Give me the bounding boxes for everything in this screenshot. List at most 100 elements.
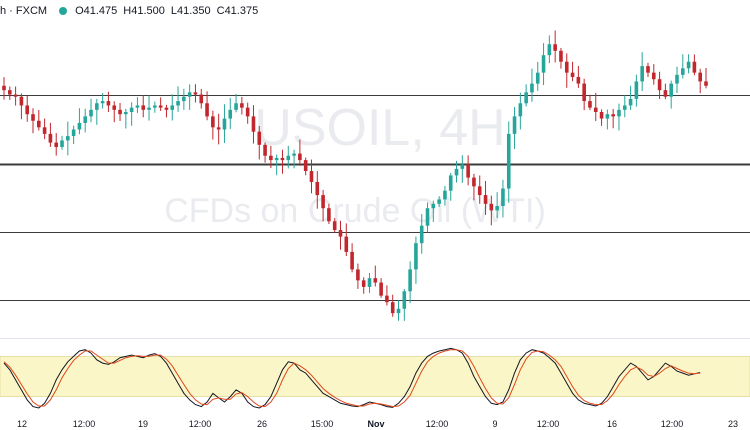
candle (164, 104, 169, 118)
candle-body (263, 144, 267, 156)
candle-body (506, 133, 511, 189)
candle (385, 285, 389, 306)
candle-body (402, 291, 407, 309)
candle (402, 288, 407, 321)
candle-body (106, 101, 111, 106)
candle-body (222, 118, 227, 130)
candle-body (321, 195, 325, 209)
time-axis: 12 12:00 19 12:00 26 15:00 Nov 12:00 9 12:00 16 12:… (17, 419, 738, 429)
candle-body (634, 81, 639, 99)
x-tick-label: 12:00 (189, 419, 212, 429)
candle-body (176, 101, 180, 106)
candle (570, 61, 575, 82)
candle-body (269, 155, 273, 161)
candle-body (124, 112, 128, 115)
stochastic-pane (0, 338, 750, 409)
candle (437, 196, 441, 207)
candle (704, 68, 708, 89)
candle-body (669, 83, 673, 97)
candle (60, 135, 64, 150)
candle (89, 98, 93, 123)
candle (466, 155, 470, 186)
candle-body (437, 199, 441, 204)
candle (42, 118, 47, 140)
candle (257, 125, 262, 160)
candle (182, 88, 186, 110)
candle (367, 272, 372, 293)
candle (2, 77, 6, 100)
candle-body (495, 206, 499, 211)
candle (443, 186, 447, 206)
candle (460, 155, 465, 183)
candle-body (588, 101, 592, 108)
candle (390, 294, 395, 317)
ohlc-low: L41.350 (170, 5, 211, 17)
candle (222, 104, 227, 143)
candle (419, 214, 424, 254)
candle-body (675, 74, 679, 84)
candle (669, 80, 673, 109)
candle-body (379, 282, 383, 296)
candle (646, 62, 650, 77)
candle-body (13, 94, 18, 97)
candle-body (298, 153, 302, 161)
x-tick-label: 16 (607, 419, 617, 429)
candle-body (593, 107, 598, 113)
candle-body (570, 72, 575, 78)
candle (153, 101, 157, 113)
candle-body (100, 101, 105, 104)
stochastic-k-line (3, 347, 701, 409)
candle-body (617, 109, 621, 117)
candle (495, 192, 499, 219)
candle-body (199, 94, 204, 104)
candle (506, 121, 511, 203)
candle (483, 181, 488, 215)
candle (251, 105, 256, 144)
candle-body (170, 105, 175, 110)
candle (622, 95, 627, 118)
candle-body (454, 168, 459, 176)
candle (13, 86, 18, 106)
candle-body (234, 103, 238, 110)
candle-body (512, 116, 517, 134)
candle-body (483, 195, 488, 204)
candle (431, 200, 436, 222)
candle-body (443, 190, 447, 200)
candle-body (274, 157, 279, 161)
candle (124, 108, 128, 129)
candle (37, 109, 41, 131)
ohlc-open: O41.475 (75, 5, 118, 17)
candle (657, 71, 662, 100)
candle-body (245, 107, 250, 117)
candle (112, 101, 117, 123)
candle (280, 149, 285, 174)
candle (141, 95, 146, 118)
candle-body (303, 160, 308, 172)
candle-body (425, 208, 430, 226)
candle (588, 94, 592, 111)
candle (263, 142, 267, 163)
candle (651, 64, 656, 85)
candle-body (367, 278, 372, 287)
candle-body (530, 83, 534, 93)
candle-body (408, 269, 412, 292)
candle-body (396, 308, 401, 314)
candle (553, 30, 557, 63)
candle (361, 277, 366, 294)
candle (663, 83, 668, 100)
candle-body (651, 72, 656, 80)
candle (147, 95, 151, 121)
candle-body (182, 96, 186, 102)
candle-body (489, 203, 494, 211)
x-tick-label: Nov (367, 419, 384, 429)
x-tick-label: 12:00 (426, 419, 449, 429)
x-tick-label: 15:00 (311, 419, 334, 429)
candle-body (419, 225, 424, 244)
candle-body (541, 55, 546, 73)
candle (176, 86, 180, 112)
stochastic-d-line (3, 349, 701, 408)
chart-header: h · FXCM O41.475 H41.500 L41.350 C41.375 (0, 0, 750, 22)
symbol-label[interactable]: h · FXCM (0, 5, 48, 17)
candle-body (466, 164, 470, 178)
